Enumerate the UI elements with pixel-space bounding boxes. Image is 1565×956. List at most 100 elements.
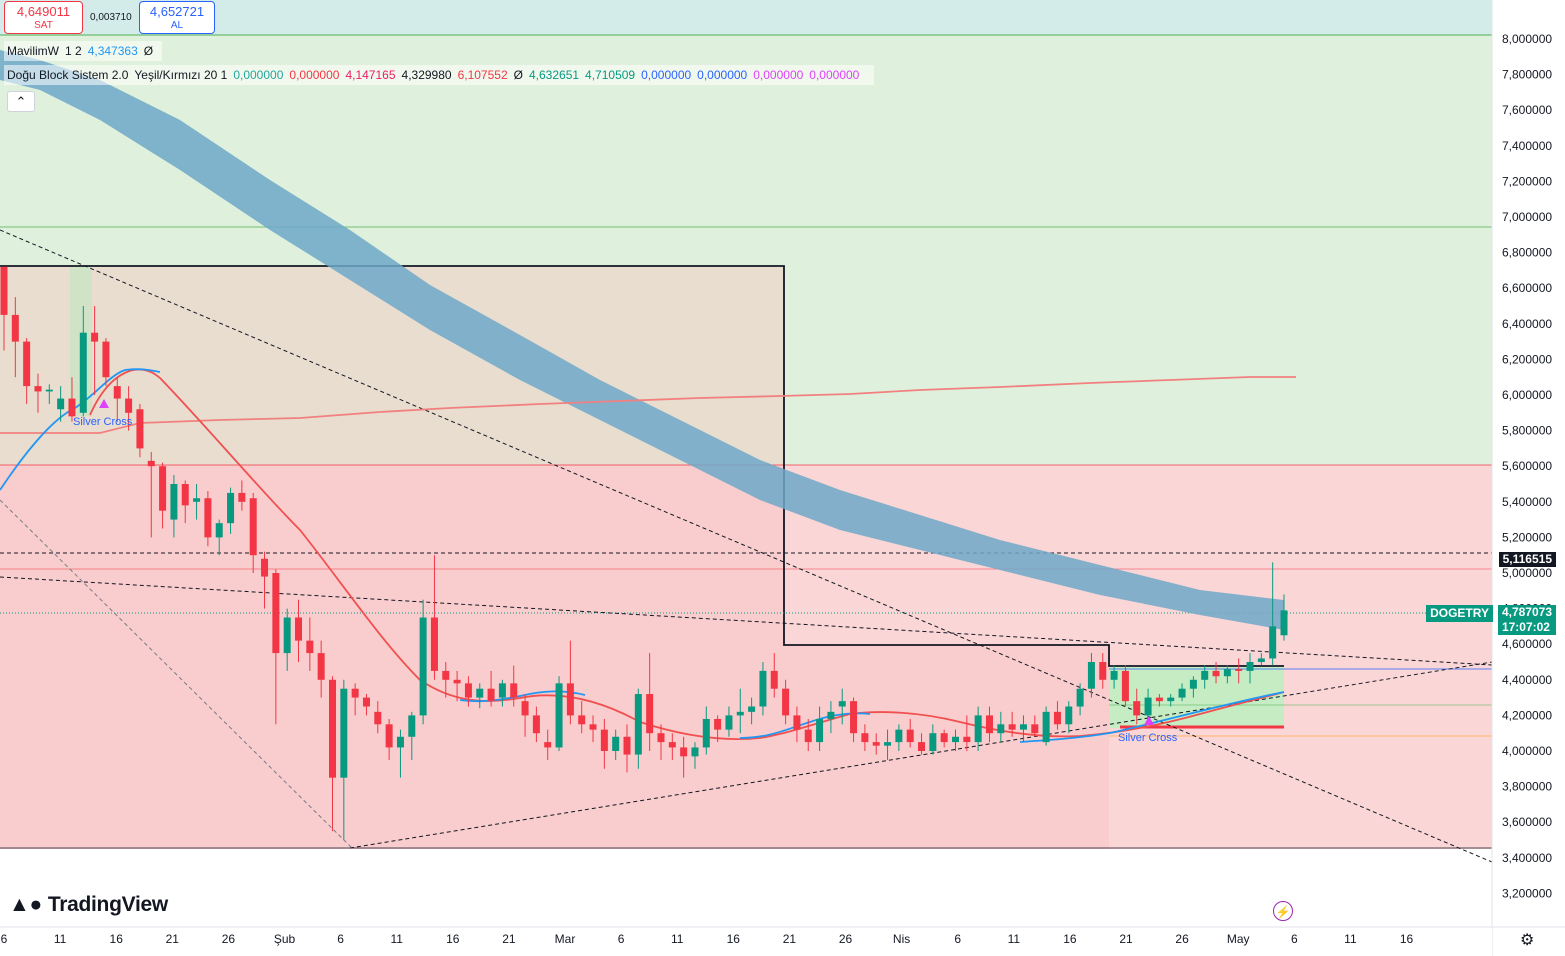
indicator-value: 4,347363 [87,44,138,58]
candle [34,373,42,413]
candle [159,462,167,529]
candle [838,688,846,725]
price-tick-label: 7,400000 [1502,139,1552,153]
price-tick-label: 4,400000 [1502,673,1552,687]
candle [1144,688,1152,719]
candle [668,733,676,760]
indicator-value: 0,000000 [809,68,860,82]
price-tick-label: 6,400000 [1502,317,1552,331]
time-tick-label: 11 [671,932,684,946]
candle [1065,701,1073,734]
candle [895,724,903,751]
candle [974,706,982,751]
time-tick-label: Mar [555,932,576,946]
indicator-value: 4,329980 [401,68,452,82]
candle [1269,562,1277,666]
candle [68,377,76,422]
price-tick-label: 6,000000 [1502,388,1552,402]
candle [578,701,586,734]
price-tick-label: 3,400000 [1502,851,1552,865]
indicator-value: 4,147165 [345,68,396,82]
time-tick-label: 6 [618,932,625,946]
buy-button[interactable]: 4,652721 AL [139,1,215,34]
candle [634,688,642,769]
candle [532,706,540,743]
candle [295,599,303,662]
candle [714,715,722,743]
candle [1201,665,1209,689]
indicator-legend-mavilimw[interactable]: MavilimW 1 2 4,347363 Ø [4,41,163,61]
candle [521,694,529,737]
candle [317,640,325,698]
candle [408,711,416,760]
candle [1053,701,1061,730]
candle [1280,594,1288,641]
candle [0,266,8,351]
spread-value: 0,003710 [90,12,132,23]
indicator-value: 0,000000 [233,68,284,82]
candle [691,742,699,769]
price-axis[interactable]: 8,000000 7,800000 7,600000 7,400000 7,200000… [1502,32,1552,900]
candle [464,676,472,707]
tradingview-logo[interactable]: ▲● TradingView [9,893,168,917]
time-tick-label: 16 [446,932,460,946]
time-tick-label: 6 [1291,932,1298,946]
time-tick-label: 21 [502,932,516,946]
candle [861,724,869,751]
candle [657,724,665,760]
time-tick-label: 16 [727,932,741,946]
time-tick-label: 11 [54,932,67,946]
candle [1031,715,1039,737]
silver-cross-label: Silver Cross [1118,732,1178,744]
candle [1189,676,1197,698]
candle [351,683,359,716]
candle [79,306,87,417]
candle [612,729,620,760]
candle [963,715,971,751]
candle [1167,694,1175,707]
candle [374,701,382,734]
candlestick-series [0,266,1288,840]
candle [362,694,370,716]
price-tick-label: 6,800000 [1502,246,1552,260]
candle [884,729,892,760]
chevron-up-icon[interactable]: ⌃ [7,91,35,112]
indicator-value: 0,000000 [289,68,340,82]
candle [702,706,710,755]
indicator-name: Doğu Block Sistem 2.0 [7,68,129,82]
candle [249,492,257,573]
tradingview-logo-text: TradingView [47,893,168,916]
gear-icon[interactable]: ⚙ [1520,932,1535,949]
time-tick-label: 26 [839,932,853,946]
time-tick-label: 21 [166,932,180,946]
indicator-legend-dogu-block[interactable]: Doğu Block Sistem 2.0 Yeşil/Kırmızı 20 1 0… [4,65,875,85]
candle [1110,665,1118,689]
time-tick-label: 21 [1119,932,1133,946]
time-tick-label: 11 [1008,932,1021,946]
price-tick-label: 7,000000 [1502,210,1552,224]
price-tick-label: 3,200000 [1502,886,1552,900]
candle [396,729,404,778]
marked-price-label: 5,116515 [1498,552,1556,567]
candle [328,676,336,832]
price-tick-label: 7,200000 [1502,174,1552,188]
current-price-label: 4,787073 17:07:02 [1497,605,1556,635]
indicator-value: 0,000000 [753,68,804,82]
candle [57,386,65,422]
lightning-icon[interactable]: ⚡ [1273,901,1293,921]
candle [1008,711,1016,737]
price-tick-label: 3,600000 [1502,815,1552,829]
price-tick-label: 5,800000 [1502,424,1552,438]
time-tick-label: 6 [337,932,344,946]
price-tick-label: 8,000000 [1502,32,1552,46]
candle [1257,653,1265,666]
price-tick-label: 5,600000 [1502,459,1552,473]
time-axis[interactable]: 6 11 16 21 26 Şub 6 11 16 21 Mar 6 11 16 21 26 Nis 6 11 16 2… [1,932,1414,946]
candle [918,733,926,755]
candle [748,697,756,725]
indicator-name: MavilimW [7,44,59,58]
indicator-value: 4,632651 [528,68,580,82]
candle [872,733,880,755]
sell-button[interactable]: 4,649011 SAT [4,1,83,34]
